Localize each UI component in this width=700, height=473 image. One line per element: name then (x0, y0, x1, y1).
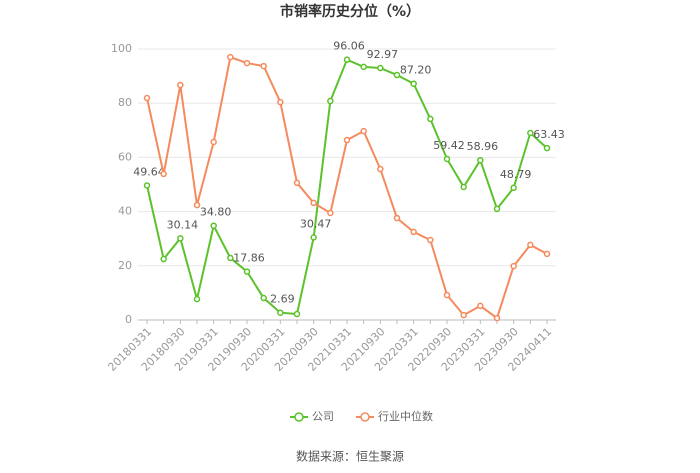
point (310, 234, 317, 241)
data-label: 58.96 (467, 140, 499, 153)
chart-title: 市销率历史分位（%） (280, 3, 420, 20)
point (210, 138, 217, 146)
point (377, 165, 384, 173)
point (510, 262, 517, 270)
point (443, 291, 451, 299)
data-label: 48.79 (500, 168, 532, 181)
point (310, 199, 317, 207)
point (527, 129, 534, 137)
point (477, 156, 484, 164)
data-label: 2.69 (270, 293, 295, 306)
point (360, 127, 367, 135)
point (477, 302, 484, 310)
point (377, 64, 384, 72)
point (277, 98, 284, 106)
point (193, 295, 201, 303)
point (243, 268, 251, 275)
point (493, 205, 501, 213)
point (143, 94, 151, 102)
y-tick-label: 100 (111, 42, 132, 55)
data-label: 87.20 (400, 64, 432, 77)
legend-label: 公司 (312, 410, 334, 423)
legend-marker (294, 412, 304, 422)
point (160, 255, 167, 263)
legend-label: 行业中位数 (378, 409, 433, 423)
point (393, 214, 401, 222)
point (210, 222, 217, 229)
legend-marker (360, 412, 370, 422)
y-tick-label: 60 (118, 150, 132, 163)
point (543, 250, 551, 258)
point (177, 235, 184, 242)
point (227, 254, 234, 262)
data-label: 59.42 (433, 139, 465, 152)
y-tick-label: 0 (125, 313, 132, 326)
point (327, 209, 334, 217)
point (427, 236, 434, 244)
point (427, 115, 434, 123)
point (260, 294, 267, 302)
point (227, 53, 234, 61)
data-label: 92.97 (367, 48, 399, 61)
point (393, 71, 401, 79)
point (160, 170, 167, 178)
data-label: 30.47 (300, 217, 332, 230)
point (143, 182, 151, 189)
point (243, 59, 251, 67)
point (510, 184, 517, 192)
point (527, 241, 534, 249)
point (293, 310, 301, 318)
point (277, 309, 284, 316)
data-label: 63.43 (533, 128, 565, 141)
point (293, 179, 301, 187)
point (327, 97, 334, 105)
data-label: 17.86 (233, 252, 265, 265)
data-label: 96.06 (333, 40, 365, 53)
series-line (146, 58, 548, 316)
series-line (146, 55, 548, 320)
point (410, 80, 417, 87)
data-label: 49.64 (133, 165, 165, 178)
data-label: 30.14 (167, 218, 199, 231)
point (460, 311, 467, 319)
point (260, 62, 267, 70)
legend: 公司 行业中位数 (290, 409, 433, 423)
source: 数据来源：恒生聚源 (296, 449, 404, 464)
point (360, 63, 367, 71)
point (177, 81, 184, 89)
point (343, 136, 351, 144)
point (193, 201, 201, 209)
point (410, 228, 417, 236)
y-tick-label: 20 (118, 259, 132, 272)
point (460, 183, 467, 191)
point (543, 144, 551, 152)
point (443, 155, 451, 163)
point (493, 314, 501, 322)
y-tick-label: 80 (118, 96, 132, 109)
data-label: 34.80 (200, 206, 232, 219)
y-tick-label: 40 (118, 205, 132, 218)
point (343, 56, 351, 63)
